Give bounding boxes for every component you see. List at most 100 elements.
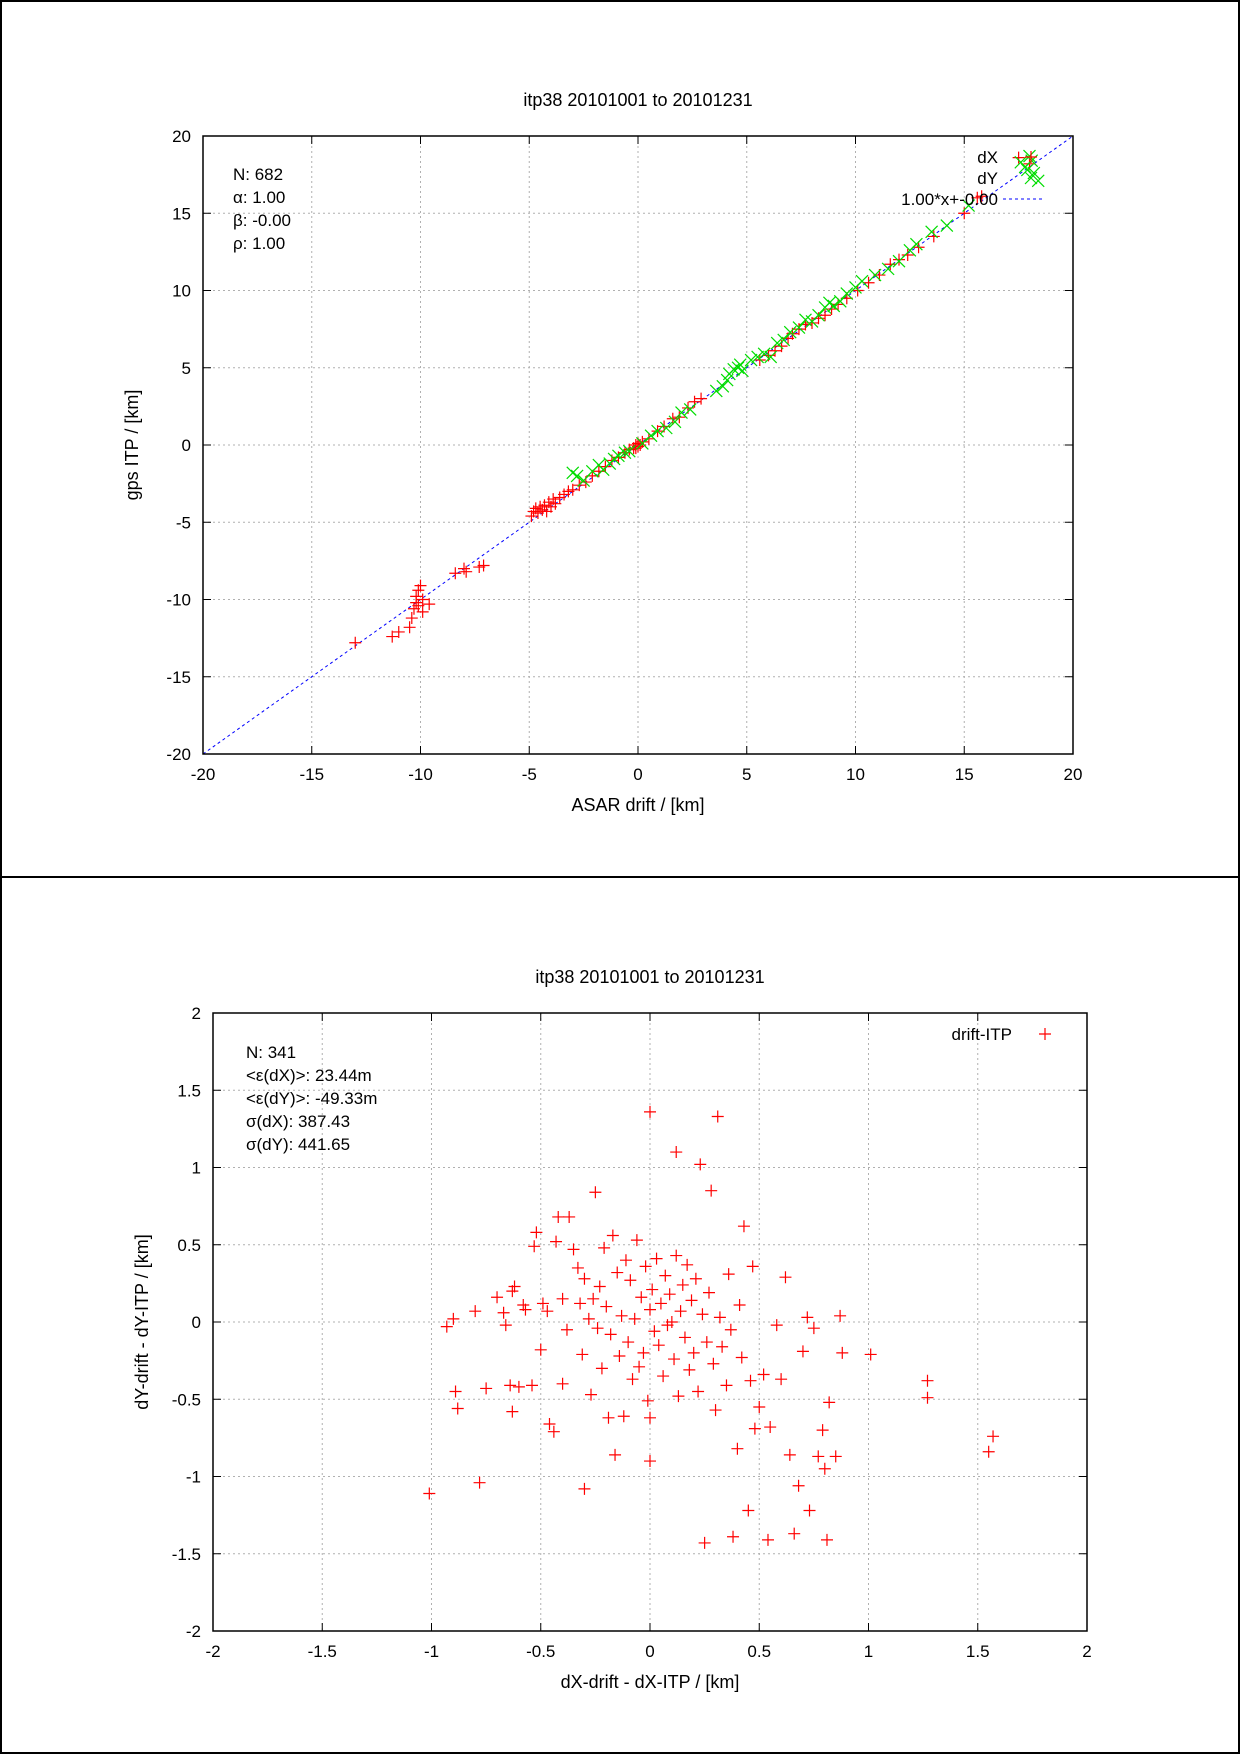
data-point: [709, 384, 723, 398]
data-point: [517, 1299, 530, 1312]
data-point: [925, 225, 939, 239]
data-point: [635, 437, 649, 450]
x-tick-label: -2: [205, 1642, 220, 1661]
data-point: [783, 1448, 796, 1461]
data-point: [615, 1309, 628, 1322]
stat-line: ρ: 1.00: [233, 234, 285, 253]
series-dy: [566, 149, 1045, 487]
data-point: [578, 1482, 591, 1495]
x-tick-label: 1: [864, 1642, 873, 1661]
data-point: [912, 241, 925, 254]
data-point: [783, 325, 797, 339]
data-point: [769, 344, 782, 357]
data-point: [423, 1487, 436, 1500]
data-point: [414, 579, 427, 592]
data-point: [582, 1312, 595, 1325]
data-point: [927, 230, 940, 243]
legend-label: drift-ITP: [952, 1025, 1012, 1044]
data-point: [779, 1271, 792, 1284]
data-point: [822, 296, 836, 310]
data-point: [644, 1105, 656, 1118]
y-tick-label: 15: [172, 204, 191, 223]
data-point: [687, 1346, 700, 1359]
data-point: [639, 1260, 652, 1273]
data-point: [796, 1345, 809, 1358]
y-tick-label: 2: [192, 1004, 201, 1023]
data-point: [940, 219, 954, 233]
series-dx: [349, 151, 1036, 649]
data-point: [862, 276, 875, 289]
x-tick-label: 0: [633, 765, 642, 784]
data-point: [637, 1346, 650, 1359]
x-tick-label: 0: [645, 1642, 654, 1661]
data-point: [672, 1390, 685, 1403]
data-point: [528, 1240, 541, 1253]
data-point: [820, 1533, 833, 1546]
stat-line: σ(dX): 387.43: [246, 1112, 350, 1131]
data-point: [618, 446, 632, 460]
data-point: [536, 1297, 549, 1310]
data-point: [543, 1417, 556, 1430]
legend-label: 1.00*x+-0.00: [901, 190, 998, 209]
data-point: [519, 1303, 532, 1316]
data-point: [530, 1226, 543, 1239]
data-point: [595, 1362, 608, 1375]
data-point: [602, 1411, 615, 1424]
data-point: [733, 1299, 746, 1312]
chart-title: itp38 20101001 to 20101231: [535, 967, 764, 987]
data-point: [499, 1319, 512, 1332]
stat-line: σ(dY): 441.65: [246, 1135, 350, 1154]
data-point: [556, 1292, 569, 1305]
data-point: [792, 321, 806, 335]
data-point: [987, 1430, 1000, 1443]
data-point: [685, 1294, 698, 1307]
data-point: [633, 1360, 646, 1373]
data-point: [823, 1396, 836, 1409]
data-point: [617, 1410, 630, 1423]
data-point: [737, 1220, 750, 1233]
data-point: [423, 598, 436, 611]
y-tick-label: -5: [176, 513, 191, 532]
data-point: [675, 406, 688, 419]
data-point: [566, 466, 580, 480]
data-point: [668, 1353, 681, 1366]
data-point: [650, 1252, 663, 1265]
data-point: [792, 1479, 805, 1492]
data-point: [1023, 149, 1036, 163]
data-point: [563, 1210, 576, 1223]
data-point: [962, 199, 976, 212]
data-point: [578, 1272, 591, 1285]
data-point: [893, 253, 905, 266]
legend-marker: [1025, 151, 1037, 163]
x-axis-label: ASAR drift / [km]: [571, 795, 704, 815]
data-point: [777, 333, 791, 347]
data-point: [748, 1422, 761, 1435]
data-point: [775, 1373, 788, 1386]
data-point: [630, 1234, 643, 1247]
data-point: [440, 1320, 453, 1333]
data-point: [864, 1348, 877, 1361]
x-tick-label: 1.5: [966, 1642, 990, 1661]
data-point: [727, 1530, 740, 1543]
data-point: [670, 1146, 683, 1159]
data-point: [674, 1305, 687, 1318]
data-point: [742, 1504, 755, 1517]
data-point: [713, 1311, 726, 1324]
data-point: [921, 1374, 934, 1387]
data-point: [753, 1400, 766, 1413]
data-point: [744, 353, 758, 367]
data-point: [716, 1340, 729, 1353]
data-point: [700, 1336, 713, 1349]
data-point: [812, 1450, 825, 1463]
data-point: [497, 1306, 510, 1319]
y-tick-label: -15: [166, 668, 191, 687]
data-point: [549, 497, 562, 510]
data-point: [711, 1110, 724, 1123]
chart-title: itp38 20101001 to 20101231: [523, 90, 752, 110]
x-tick-label: 15: [955, 765, 974, 784]
data-point: [698, 1536, 711, 1549]
data-point: [410, 590, 423, 603]
data-point: [702, 1286, 715, 1299]
